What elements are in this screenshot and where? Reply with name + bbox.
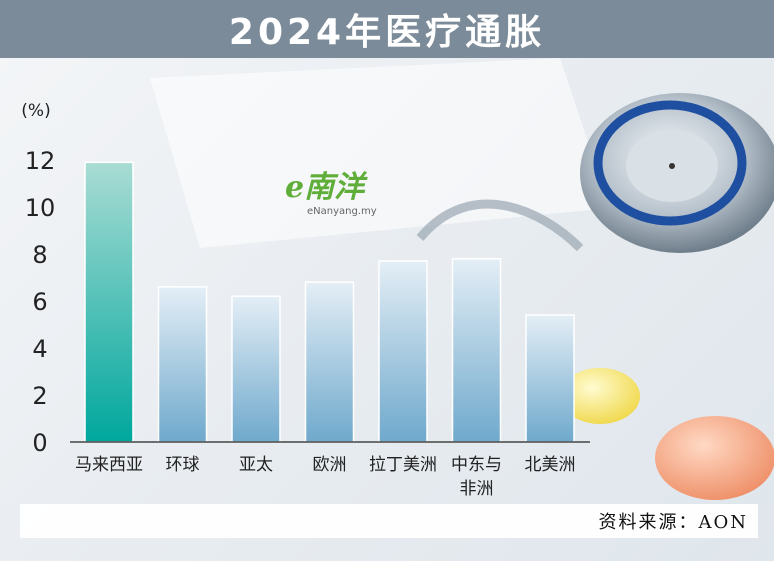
stethoscope-tube bbox=[416, 199, 584, 252]
y-axis-unit-label: (%) bbox=[21, 101, 50, 121]
bar bbox=[84, 161, 134, 443]
y-tick-label: 10 bbox=[25, 194, 56, 222]
x-tick-label: 北美洲 bbox=[525, 455, 576, 475]
bar bbox=[231, 295, 281, 443]
chart-title: 2024年医疗通胀 bbox=[228, 12, 546, 53]
y-tick-label: 4 bbox=[32, 335, 47, 363]
orange-pill bbox=[655, 416, 774, 500]
watermark-logo: e南洋 bbox=[285, 170, 365, 205]
y-tick-label: 0 bbox=[32, 429, 47, 457]
x-tick-label: 环球 bbox=[166, 455, 200, 475]
x-tick-label: 欧洲 bbox=[313, 455, 347, 475]
x-tick-label: 亚太 bbox=[239, 455, 273, 475]
y-tick-label: 8 bbox=[32, 241, 47, 269]
y-tick-label: 6 bbox=[32, 288, 47, 316]
watermark-url: eNanyang.my bbox=[307, 206, 377, 217]
y-tick-label: 2 bbox=[32, 382, 47, 410]
yellow-pill bbox=[560, 368, 640, 424]
bar bbox=[378, 260, 428, 443]
stethoscope-ring bbox=[593, 100, 747, 226]
title-bar: 2024年医疗通胀 bbox=[0, 0, 774, 58]
source-note: 资料来源：AON bbox=[598, 512, 748, 533]
stethoscope-dot bbox=[669, 163, 675, 169]
bar bbox=[304, 281, 355, 443]
x-tick-label: 非洲 bbox=[460, 479, 494, 499]
watermark: e南洋 eNanyang.my bbox=[285, 162, 377, 217]
x-tick-label: 中东与 bbox=[451, 455, 502, 475]
x-tick-label: 拉丁美洲 bbox=[369, 455, 437, 475]
x-tick-label: 马来西亚 bbox=[75, 455, 143, 475]
bar bbox=[525, 314, 575, 443]
source-bar: 资料来源：AON bbox=[20, 504, 758, 538]
y-tick-label: 12 bbox=[25, 147, 56, 175]
background-illustration bbox=[150, 58, 774, 500]
bar bbox=[157, 286, 208, 443]
bar bbox=[451, 257, 502, 443]
